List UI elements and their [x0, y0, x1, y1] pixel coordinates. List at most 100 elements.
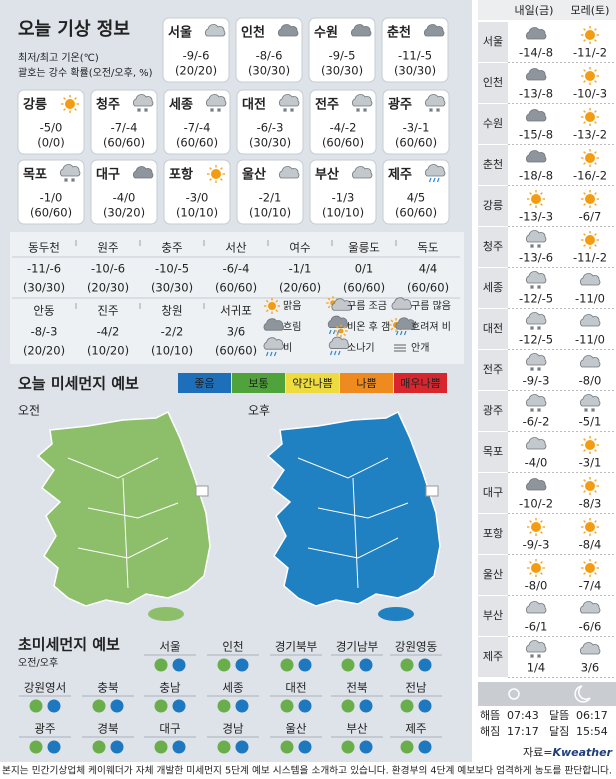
dust-title: 오늘 미세먼지 예보 [18, 375, 139, 393]
minor-temp: -11/-6 [27, 262, 61, 276]
weather-icon [264, 298, 280, 314]
sun-ray [209, 167, 212, 170]
weather-icon [581, 436, 599, 454]
sun [585, 522, 595, 532]
snow-flake [537, 285, 541, 289]
dust-dot-am [341, 658, 355, 672]
dust-dot-am [154, 658, 168, 672]
legend-label: 흐림 [283, 321, 301, 333]
city-prob: (10/10) [249, 206, 291, 220]
weather-icon [61, 95, 79, 113]
forecast-temp: -12/-5 [519, 292, 553, 306]
snow-flake [436, 108, 440, 112]
dust-dot-am [92, 699, 106, 713]
dust-dot-pm [298, 740, 312, 754]
cloud [525, 230, 547, 243]
region-name: 울산 [285, 722, 307, 736]
forecast-temp: -6/6 [579, 620, 602, 634]
dust-dot-am [280, 658, 294, 672]
cloud [579, 273, 601, 286]
sun-ray [594, 244, 597, 247]
sun-ray [583, 233, 586, 236]
minor-temp: 3/6 [227, 325, 246, 339]
astro-label: 해짐 [480, 724, 500, 738]
astro-time: 07:43 [507, 709, 539, 722]
source-prefix: 자료= [523, 746, 552, 759]
forecast-temp: -13/-8 [519, 87, 553, 101]
minor-temp: -10/-6 [91, 262, 125, 276]
sun-ray [594, 490, 597, 493]
sun-ray [540, 203, 543, 206]
minor-name: 동두천 [28, 241, 60, 255]
forecast-city: 세종 [483, 281, 503, 294]
cloud [579, 642, 601, 655]
dust-dot-pm [235, 740, 249, 754]
sun-ray [583, 531, 586, 534]
sun-ray [594, 121, 597, 124]
snow-flake [537, 408, 541, 412]
forecast-temp: -6/1 [525, 620, 548, 634]
city-cell [478, 145, 508, 185]
city-name: 대구 [96, 168, 120, 183]
city-cell [478, 22, 508, 62]
forecast-temp: -5/1 [579, 415, 602, 429]
sun [585, 481, 595, 491]
dust-dot-pm [172, 740, 186, 754]
city-cell [478, 596, 508, 636]
snow-flake [530, 285, 534, 289]
sun [585, 194, 595, 204]
weather-icon [579, 314, 601, 327]
cloud [132, 94, 154, 107]
sun-ray [265, 299, 269, 303]
sun-ray [594, 39, 597, 42]
city-cell [478, 514, 508, 554]
city-prob: (60/60) [176, 136, 218, 150]
cloud [59, 164, 81, 177]
sun-ray [583, 192, 586, 195]
forecast-temp: -7/4 [579, 579, 602, 593]
cloud [525, 353, 547, 366]
sun-ray [594, 531, 597, 534]
snow-flake [363, 108, 367, 112]
dust-level [178, 373, 231, 393]
fine-dust-title: 초미세먼지 예보 [18, 636, 120, 654]
sun-ray [583, 203, 586, 206]
city-temp: -1/0 [40, 191, 63, 205]
city-name: 광주 [388, 98, 412, 113]
city-name: 대전 [242, 97, 266, 113]
city-prob: (30/30) [248, 64, 290, 78]
sun-ray [275, 299, 279, 303]
rain-drop [269, 351, 273, 357]
city-prob: (60/60) [322, 136, 364, 150]
forecast-temp: -14/-8 [519, 46, 553, 60]
sun-ray [594, 110, 597, 113]
dust-level-label: 약간나쁨 [292, 376, 332, 390]
rain-drop [428, 177, 432, 183]
weather-icon [581, 67, 599, 85]
weather-icon [59, 164, 81, 182]
sun-ray [583, 561, 586, 564]
city-prob: (20/20) [175, 64, 217, 78]
cloud [423, 24, 445, 37]
minor-temp: -10/-5 [155, 262, 189, 276]
weather-icon [581, 108, 599, 126]
rain-drop [329, 350, 333, 356]
dust-dot-am [154, 740, 168, 754]
weather-icon [207, 165, 225, 183]
minor-temp: -2/2 [161, 325, 184, 339]
region-name: 강원영서 [24, 681, 66, 695]
sun-ray [583, 121, 586, 124]
minor-prob: (10/20) [87, 344, 129, 358]
cloud [579, 314, 601, 327]
weather-icon [328, 336, 350, 356]
city-temp: -8/-6 [256, 49, 283, 63]
dust-dot-am [400, 658, 414, 672]
cloud [328, 336, 350, 349]
cloud [204, 24, 226, 37]
weather-icon [525, 601, 547, 614]
sun-ray [583, 28, 586, 31]
sun-ray [594, 192, 597, 195]
moon-icon [574, 685, 591, 703]
weather-icon [423, 24, 445, 37]
weather-icon [525, 68, 547, 81]
